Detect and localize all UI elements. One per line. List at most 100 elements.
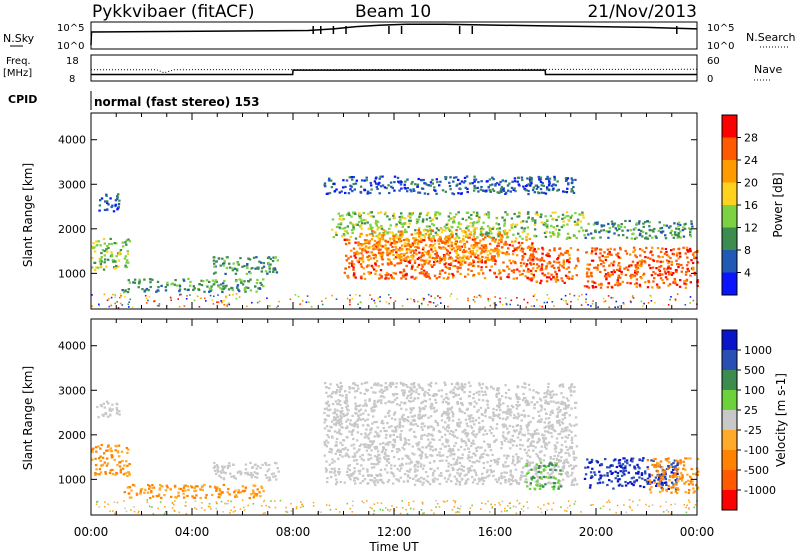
power-cell [506, 231, 509, 234]
power-cell [533, 305, 535, 307]
velocity-cell [537, 440, 540, 443]
power-cell [221, 290, 224, 294]
power-cell [640, 300, 643, 303]
velocity-cell [452, 449, 455, 452]
velocity-cell [444, 383, 447, 386]
power-cell [341, 214, 344, 217]
velocity-cell [253, 471, 256, 474]
velocity-cell [182, 492, 185, 495]
power-cell [252, 256, 256, 259]
power-cell [622, 234, 625, 237]
power-cell [372, 253, 375, 257]
power-cell [396, 262, 399, 265]
power-cell [662, 281, 665, 285]
power-cell [357, 252, 361, 255]
velocity-cell [371, 422, 374, 425]
power-cell [472, 211, 476, 214]
velocity-cell [392, 430, 396, 433]
power-cell [351, 231, 354, 235]
velocity-cell [464, 383, 467, 386]
velocity-cell [258, 491, 261, 494]
velocity-cell [372, 415, 375, 418]
power-cell [566, 252, 569, 255]
power-cell [404, 245, 407, 248]
velocity-cell [499, 482, 502, 485]
power-cell [574, 212, 577, 215]
velocity-cell [337, 467, 341, 471]
power-cell [583, 285, 587, 288]
velocity-cell [243, 489, 247, 492]
power-cell [621, 229, 624, 232]
power-cell [618, 305, 621, 307]
velocity-cell [227, 488, 230, 491]
power-cell [192, 285, 195, 288]
power-data-cells [91, 175, 699, 309]
velocity-cell [364, 443, 368, 446]
velocity-cell [327, 436, 330, 439]
power-cell [650, 274, 654, 277]
power-cell [356, 252, 359, 255]
power-cell [362, 260, 365, 263]
power-cell [481, 234, 484, 237]
power-cell [363, 179, 366, 182]
power-cell [403, 252, 406, 256]
velocity-cell [507, 396, 511, 399]
velocity-cell [474, 471, 477, 474]
power-cell [615, 281, 619, 284]
velocity-cell [530, 401, 533, 404]
power-cell [558, 269, 561, 272]
power-cell [563, 281, 566, 284]
power-cell [198, 306, 201, 308]
power-cell [244, 290, 247, 293]
power-cell [121, 304, 124, 306]
power-cell [222, 285, 225, 288]
velocity-cell [436, 422, 439, 425]
power-cell [246, 305, 248, 308]
power-cell [388, 302, 390, 305]
power-cell [103, 293, 106, 296]
power-cell [553, 175, 556, 178]
power-cell [467, 257, 470, 260]
power-cell [515, 223, 519, 226]
velocity-cell [502, 402, 505, 405]
velocity-cell [534, 468, 537, 472]
power-cell [448, 185, 452, 188]
velocity-cell [362, 467, 365, 470]
velocity-cell [505, 465, 508, 468]
power-cell [421, 303, 423, 306]
velocity-cell [333, 423, 336, 426]
velocity-cell [327, 429, 330, 432]
power-cell [370, 211, 374, 214]
power-cell [212, 303, 215, 305]
velocity-cell [340, 425, 343, 428]
velocity-cell [454, 394, 458, 397]
power-cell [633, 237, 637, 240]
velocity-cell [546, 401, 549, 404]
power-cell [473, 180, 476, 183]
power-cell [419, 237, 423, 240]
velocity-cell [465, 434, 469, 437]
velocity-cell [354, 421, 357, 424]
velocity-cell [339, 387, 343, 390]
velocity-cell [466, 467, 470, 470]
power-cell [535, 187, 539, 190]
power-cell [143, 290, 146, 293]
power-cell [523, 227, 526, 230]
power-cell [657, 268, 661, 271]
velocity-cell [495, 408, 498, 412]
power-cell [618, 265, 622, 268]
power-cell [673, 281, 677, 284]
power-cell [228, 294, 231, 296]
power-cell [225, 304, 227, 307]
velocity-cell [540, 418, 543, 421]
velocity-cell [509, 414, 512, 417]
velocity-cell [518, 403, 521, 407]
power-cell [365, 240, 368, 243]
power-cell [570, 300, 572, 303]
velocity-cell [517, 432, 521, 436]
power-cell [379, 300, 381, 303]
velocity-cell [562, 462, 565, 465]
velocity-cell [529, 420, 532, 423]
power-cell [447, 254, 450, 257]
power-cell [386, 262, 390, 265]
